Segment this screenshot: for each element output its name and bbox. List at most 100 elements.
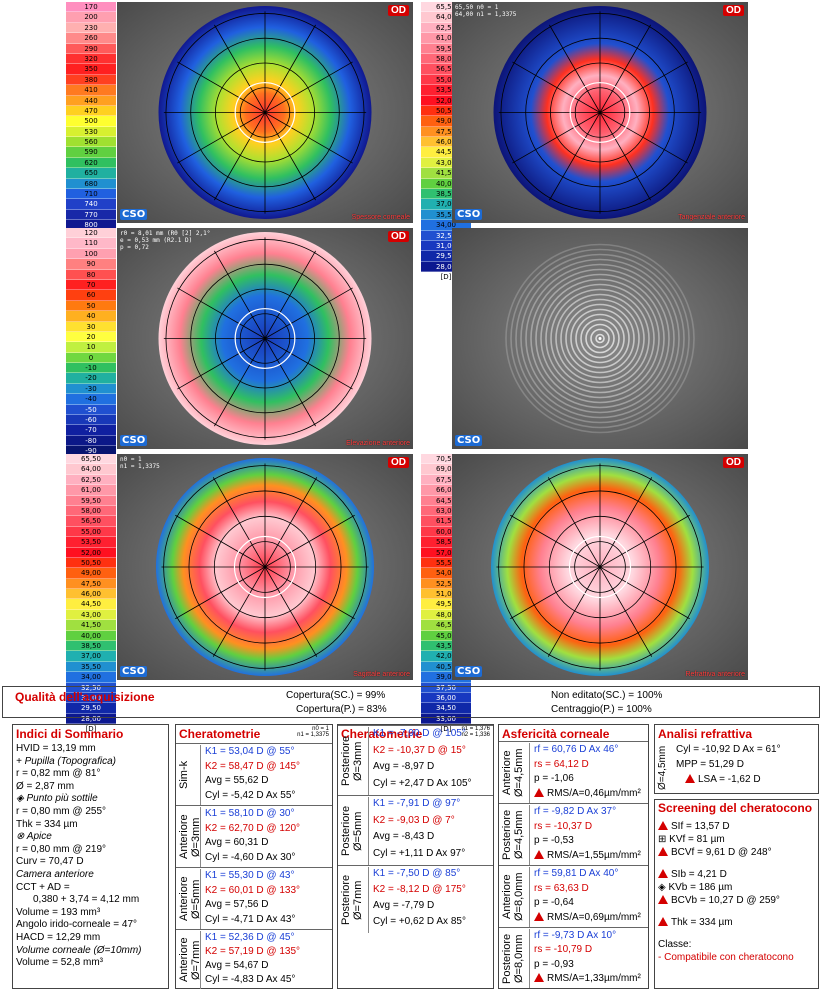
placido-ring (590, 328, 610, 349)
cso-logo: CSO (120, 435, 148, 446)
map-caption: Refrattiva anteriore (685, 671, 745, 678)
map-graphic (491, 458, 709, 676)
placido-image[interactable]: CSO (452, 228, 748, 449)
value-cyl: Cyl = +0,62 D Ax 85° (373, 916, 466, 927)
scale-step: 53,50 (66, 537, 116, 548)
measure-group: Anteriore Ø=8,0mm rf = 59,81 D Ax 40° rs =… (499, 865, 648, 927)
grid-spoke (264, 112, 353, 164)
pupil-r: r = 0,82 mm @ 81° (16, 768, 101, 780)
grid-spoke (264, 61, 353, 113)
sagittal-color-scale: 65,50 64,00 62,50 61,00 59,50 58,00 56,50 55,00… (66, 454, 116, 735)
grid-spoke (214, 338, 266, 427)
apex-heading: ⊗ Apice (16, 831, 52, 843)
scale-step: 55,00 (66, 526, 116, 538)
scale-step: -40 (66, 394, 116, 405)
scale-step: 40,50 (421, 661, 471, 673)
scale-step: 58,00 (66, 505, 116, 517)
scale-step: 56,50 (66, 516, 116, 527)
scale-step: 680 (66, 178, 116, 190)
n1: n1 = 1,3375 (297, 732, 329, 738)
value-rf: rf = -9,73 D Ax 10° (534, 930, 617, 941)
group-label: Posteriore Ø=5mm (340, 805, 364, 857)
eye-badge: OD (723, 5, 744, 16)
value-avg: Avg = -8,97 D (373, 761, 435, 772)
cct-label: CCT + AD = (16, 881, 70, 893)
sagittal-map[interactable]: n0 = 1 n1 = 1,3375 OD Sagittale anterior… (117, 454, 413, 680)
scale-step: 30 (66, 321, 116, 332)
chamber-volume: Volume = 193 mm³ (16, 906, 101, 918)
scale-step: -30 (66, 383, 116, 395)
warning-icon (534, 787, 544, 797)
scale-step: 46,00 (66, 589, 116, 600)
scale-step: 770 (66, 209, 116, 221)
warning-icon (534, 911, 544, 921)
scale-step: 58,50 (421, 537, 471, 548)
grid-spoke (264, 338, 353, 390)
pupil-heading: + Pupilla (Topografica) (16, 755, 116, 767)
placido-ring (530, 268, 670, 409)
refractive-map[interactable]: OD Refrattiva anteriore CSO (452, 454, 748, 680)
scale-step: 120 (66, 228, 116, 239)
value-avg: Avg = -8,43 D (373, 831, 435, 842)
value-cyl: Cyl = +1,11 D Ax 97° (373, 847, 466, 859)
bcvb: BCVb = 10,27 D @ 259° (671, 895, 780, 906)
scale-step: -50 (66, 404, 116, 416)
scale-step: 65,50 (66, 454, 116, 465)
scale-step: 440 (66, 95, 116, 106)
cso-logo: CSO (455, 209, 483, 220)
grid-spoke (264, 112, 316, 201)
scale-step: 57,00 (421, 547, 471, 558)
warning-icon (658, 847, 668, 856)
scale-step: 45,00 (421, 630, 471, 642)
grid-spoke (214, 24, 266, 113)
map-info: n0 = 1 n1 = 1,3375 (120, 456, 160, 470)
reflex-dot (598, 337, 602, 340)
measure-group: Posteriore Ø=7mm K1 = -7,50 D @ 85° K2 = -… (338, 865, 493, 933)
scale-step: 42,00 (421, 651, 471, 662)
acquisition-quality: Qualità dell'acquisizione Copertura(SC.)… (2, 686, 820, 718)
pupil-diameter: Ø = 2,87 mm (16, 780, 75, 792)
value-k1: K1 = -7,90 D @ 105° (373, 728, 466, 739)
placido-ring (560, 298, 640, 379)
scale-step: 29,50 (421, 251, 471, 262)
thinnest-heading: ◈ Punto più sottile (16, 793, 98, 805)
scale-step: 170 (66, 2, 116, 13)
refractive-title: Analisi refrattiva (658, 727, 753, 741)
value-k2: K2 = 58,47 D @ 145° (205, 760, 301, 772)
grid-spoke (547, 566, 601, 657)
scale-step: 40,00 (421, 178, 471, 190)
value-rms: RMS/A=1,55µm/mm² (547, 849, 641, 861)
hacd: HACD = 12,29 mm (16, 931, 101, 943)
thickness-map[interactable]: OD Spessore corneale CSO (117, 2, 413, 223)
scale-step: -80 (66, 435, 116, 447)
quality-title: Qualità dell'acquisizione (15, 690, 155, 704)
warning-icon (534, 972, 544, 982)
scale-step: 37,50 (421, 682, 471, 693)
grid-spoke (177, 287, 266, 339)
value-k2: K2 = 60,01 D @ 133° (205, 884, 301, 896)
cso-logo: CSO (455, 435, 483, 446)
grid-spoke (212, 477, 266, 568)
scale-step: 35,50 (66, 661, 116, 673)
grid-spoke (264, 566, 318, 657)
grid-spoke (547, 477, 601, 568)
scale-step: 38,50 (421, 189, 471, 200)
scale-unit: [D] (421, 272, 471, 283)
scale-step: 66,00 (421, 485, 471, 496)
value-p: p = -0,53 (534, 835, 574, 846)
measure-group: Anteriore Ø=4,5mm rf = 60,76 D Ax 46° rs =… (499, 741, 648, 803)
measure-group: Posteriore Ø=8,0mm rf = -9,73 D Ax 10° rs … (499, 927, 648, 988)
scale-step: 200 (66, 12, 116, 23)
elevation-map[interactable]: r0 = 8,01 mm (R0 [2] 2,1° e = 0,53 mm (R… (117, 228, 413, 449)
scale-step: 50,50 (421, 105, 471, 117)
scale-step: 55,00 (421, 74, 471, 86)
tangential-map[interactable]: 65,50 n0 = 1 64,00 n1 = 1,3375 OD Tangen… (452, 2, 748, 223)
scale-step: 46,00 (421, 137, 471, 148)
scale-step: 59,50 (66, 495, 116, 506)
measure-group: Posteriore Ø=3mm K1 = -7,90 D @ 105° K2 = … (338, 725, 493, 795)
grid-spoke (214, 250, 266, 339)
scale-step: 20 (66, 331, 116, 343)
value-avg: Avg = 60,31 D (205, 837, 269, 848)
group-label: Posteriore Ø=3mm (340, 735, 364, 787)
map-caption: Elevazione anteriore (346, 440, 410, 447)
